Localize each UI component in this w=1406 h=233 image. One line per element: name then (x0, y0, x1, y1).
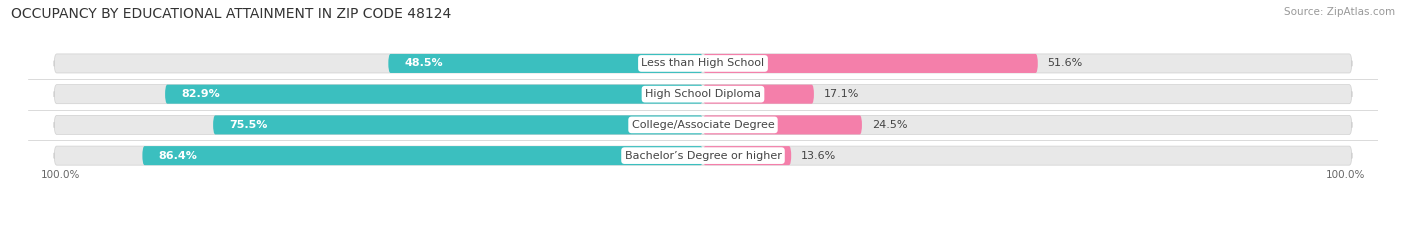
Text: Source: ZipAtlas.com: Source: ZipAtlas.com (1284, 7, 1395, 17)
Legend: Owner-occupied, Renter-occupied: Owner-occupied, Renter-occupied (583, 230, 823, 233)
FancyBboxPatch shape (53, 115, 1353, 134)
Text: 86.4%: 86.4% (159, 151, 197, 161)
Text: 100.0%: 100.0% (1326, 170, 1365, 180)
FancyBboxPatch shape (703, 54, 1038, 73)
FancyBboxPatch shape (142, 146, 703, 165)
FancyBboxPatch shape (53, 146, 1353, 165)
Text: 24.5%: 24.5% (872, 120, 907, 130)
Text: 100.0%: 100.0% (41, 170, 80, 180)
Text: 13.6%: 13.6% (801, 151, 837, 161)
FancyBboxPatch shape (388, 54, 703, 73)
FancyBboxPatch shape (53, 85, 1353, 104)
Text: 75.5%: 75.5% (229, 120, 267, 130)
Text: 17.1%: 17.1% (824, 89, 859, 99)
Text: Bachelor’s Degree or higher: Bachelor’s Degree or higher (624, 151, 782, 161)
FancyBboxPatch shape (703, 85, 814, 104)
FancyBboxPatch shape (214, 115, 703, 134)
Text: High School Diploma: High School Diploma (645, 89, 761, 99)
FancyBboxPatch shape (703, 115, 862, 134)
Text: Less than High School: Less than High School (641, 58, 765, 69)
Text: 51.6%: 51.6% (1047, 58, 1083, 69)
Text: OCCUPANCY BY EDUCATIONAL ATTAINMENT IN ZIP CODE 48124: OCCUPANCY BY EDUCATIONAL ATTAINMENT IN Z… (11, 7, 451, 21)
Text: 48.5%: 48.5% (405, 58, 443, 69)
FancyBboxPatch shape (53, 54, 1353, 73)
Text: 82.9%: 82.9% (181, 89, 219, 99)
FancyBboxPatch shape (703, 146, 792, 165)
FancyBboxPatch shape (165, 85, 703, 104)
Text: College/Associate Degree: College/Associate Degree (631, 120, 775, 130)
